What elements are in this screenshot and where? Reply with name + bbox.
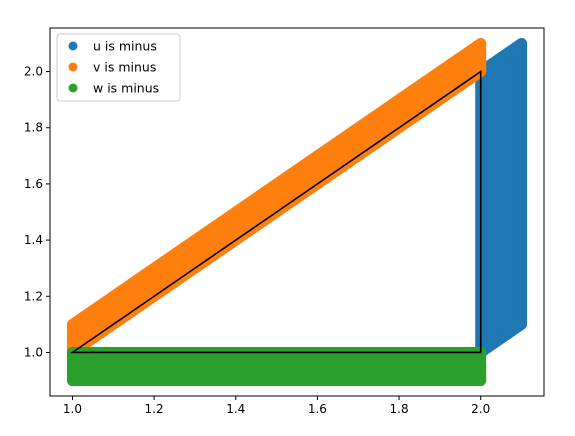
x-tick-label: 1.8 bbox=[390, 402, 409, 416]
legend-marker bbox=[68, 83, 78, 93]
y-tick-label: 1.2 bbox=[24, 289, 43, 303]
y-tick-label: 2.0 bbox=[24, 65, 43, 79]
y-axis: 1.0 1.2 1.4 1.6 1.8 2.0 bbox=[24, 65, 50, 359]
series-3-points bbox=[66, 346, 487, 387]
x-tick-label: 1.4 bbox=[226, 402, 245, 416]
axes-frame bbox=[49, 27, 545, 397]
legend-label: w is minus bbox=[93, 81, 159, 96]
triangle-layer bbox=[69, 70, 482, 354]
y-tick-label: 1.6 bbox=[24, 177, 43, 191]
series-3-band bbox=[66, 346, 487, 387]
x-tick-label: 1.0 bbox=[63, 402, 82, 416]
series-1-band bbox=[475, 37, 528, 358]
y-tick-label: 1.0 bbox=[24, 345, 43, 359]
x-tick-label: 1.6 bbox=[308, 402, 327, 416]
legend: u is minus v is minus w is minus bbox=[56, 33, 181, 102]
legend-label: v is minus bbox=[93, 60, 156, 75]
legend-marker bbox=[68, 41, 78, 51]
legend-label: u is minus bbox=[93, 39, 157, 54]
x-tick-label: 1.2 bbox=[145, 402, 164, 416]
plot-area bbox=[66, 37, 528, 387]
legend-item: w is minus bbox=[68, 81, 159, 96]
triangle-outline bbox=[69, 70, 482, 354]
x-axis: 1.0 1.2 1.4 1.6 1.8 2.0 bbox=[63, 396, 490, 416]
legend-frame bbox=[56, 33, 181, 102]
x-tick-label: 2.0 bbox=[471, 402, 490, 416]
legend-item: u is minus bbox=[68, 39, 157, 54]
legend-marker bbox=[68, 62, 78, 72]
series-1-points bbox=[475, 37, 528, 358]
y-tick-label: 1.4 bbox=[24, 233, 43, 247]
legend-item: v is minus bbox=[68, 60, 156, 75]
y-tick-label: 1.8 bbox=[24, 121, 43, 135]
